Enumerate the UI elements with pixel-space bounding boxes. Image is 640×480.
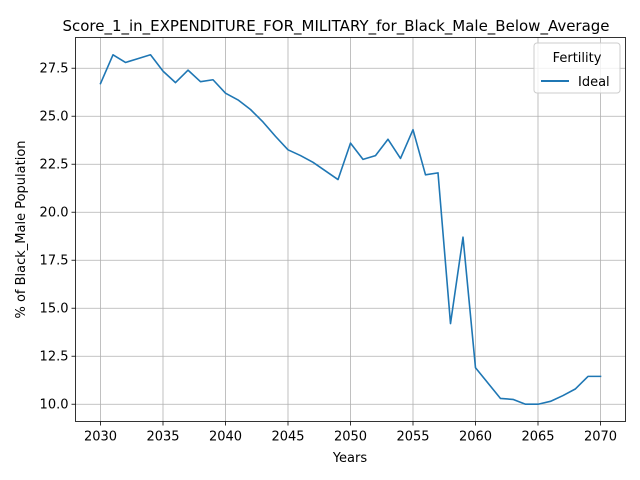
legend-label-ideal: Ideal <box>578 75 610 90</box>
y-axis: 10.0 12.5 15.0 17.5 20.0 22.5 25.0 27.5 <box>40 62 76 413</box>
x-axis: 2030 2035 2040 2045 2050 2055 2060 2065 2070 <box>84 421 617 445</box>
y-tick-label: 10.0 <box>40 398 69 413</box>
x-tick-label: 2040 <box>209 430 242 445</box>
y-axis-label: % of Black_Male Population <box>14 140 29 318</box>
series-line-ideal <box>99 53 602 406</box>
y-tick-label: 20.0 <box>40 206 69 221</box>
x-tick-label: 2035 <box>146 430 179 445</box>
legend-title: Fertility <box>553 51 602 66</box>
legend: Fertility Ideal <box>533 42 621 94</box>
x-axis-label: Years <box>332 451 368 466</box>
y-tick-label: 27.5 <box>40 62 69 77</box>
x-tick-label: 2065 <box>521 430 554 445</box>
x-tick-label: 2030 <box>84 430 117 445</box>
y-tick-label: 25.0 <box>40 110 69 125</box>
y-tick-label: 12.5 <box>40 350 69 365</box>
x-tick-label: 2055 <box>396 430 429 445</box>
chart-title: Score_1_in_EXPENDITURE_FOR_MILITARY_for_… <box>62 17 609 36</box>
y-tick-label: 17.5 <box>40 254 69 269</box>
y-tick-label: 22.5 <box>40 158 69 173</box>
series-layer <box>99 53 602 406</box>
y-tick-label: 15.0 <box>40 302 69 317</box>
x-tick-label: 2050 <box>334 430 367 445</box>
x-tick-label: 2060 <box>459 430 492 445</box>
x-tick-label: 2045 <box>271 430 304 445</box>
x-tick-label: 2070 <box>584 430 617 445</box>
